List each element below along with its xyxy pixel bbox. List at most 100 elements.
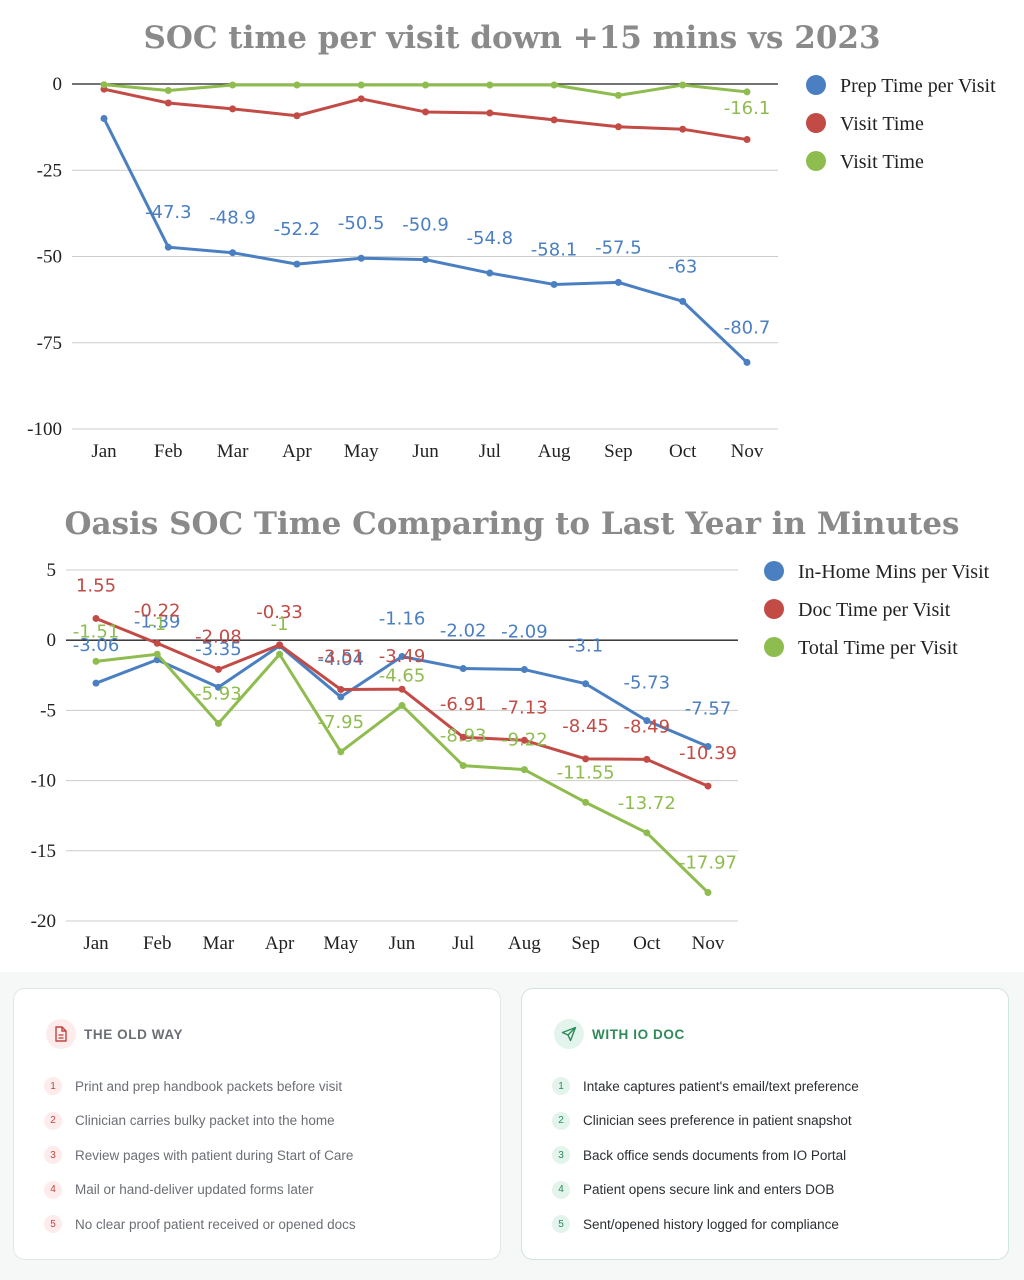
data-label: -8.45 (562, 716, 609, 737)
data-point (743, 358, 751, 366)
chart-oasis-time: 5 0 -5 -10 -15 -20 Jan Feb Mar Apr May Jun Jul Aug Sep… (31, 560, 990, 954)
data-label: 1.55 (76, 575, 116, 596)
data-label: -48.9 (209, 208, 256, 229)
io-doc-card: WITH IO DOC 1 Intake captures patient's e… (521, 988, 1009, 1260)
data-point (550, 116, 558, 124)
data-label: -0.33 (256, 602, 303, 623)
data-point (643, 717, 651, 725)
data-point (704, 782, 712, 790)
data-point (229, 105, 237, 113)
data-point (582, 680, 590, 688)
y-tick-label: -100 (27, 419, 62, 440)
data-point (276, 650, 284, 658)
list-item: 4 Patient opens secure link and enters DO… (552, 1173, 859, 1208)
y-tick-label: 5 (47, 560, 57, 581)
data-point (486, 81, 494, 89)
x-tick-label: Aug (538, 441, 571, 462)
series-2 (100, 81, 751, 99)
data-label: -1 (271, 614, 289, 635)
data-point (520, 666, 528, 674)
legend-visit-time: Visit Time (840, 113, 924, 135)
x-tick-label: Jan (83, 933, 109, 954)
legend-marker (764, 637, 784, 657)
data-point (214, 665, 222, 673)
data-point (164, 87, 172, 95)
data-label: -5.93 (195, 683, 242, 704)
data-label: -80.7 (724, 317, 771, 338)
x-tick-label: Nov (731, 441, 764, 462)
data-point (614, 278, 622, 286)
data-point (704, 742, 712, 750)
list-item: 2 Clinician carries bulky packet into the… (44, 1104, 356, 1139)
data-label: -50.9 (402, 215, 449, 236)
y-tick-label: 0 (47, 630, 57, 651)
data-point (357, 254, 365, 262)
x-tick-label: Jul (479, 441, 501, 462)
old-way-steps: 1 Print and prep handbook packets before … (44, 1069, 356, 1242)
list-item: 3 Review pages with patient during Start … (44, 1138, 356, 1173)
data-point (92, 614, 100, 622)
data-point (92, 657, 100, 665)
data-label: -3.35 (195, 639, 242, 660)
x-tick-label: Feb (154, 441, 183, 462)
chart-2-title: Oasis SOC Time Comparing to Last Year in… (64, 506, 960, 542)
series-0 (100, 115, 751, 366)
data-point (153, 639, 161, 647)
data-label: -3.49 (379, 646, 426, 667)
data-label: -8.49 (624, 716, 671, 737)
data-point (614, 91, 622, 99)
list-item: 1 Print and prep handbook packets before … (44, 1069, 356, 1104)
data-point (743, 136, 751, 144)
x-tick-label: May (323, 933, 358, 954)
data-point (582, 755, 590, 763)
step-text: Clinician carries bulky packet into the … (75, 1113, 335, 1129)
x-tick-label: May (344, 441, 379, 462)
series-1 (100, 85, 751, 144)
list-item: 1 Intake captures patient's email/text pr… (552, 1069, 859, 1104)
data-label: -7.95 (318, 712, 365, 733)
legend-in-home-mins-per-visit: In-Home Mins per Visit (798, 561, 990, 583)
data-label: -1.51 (73, 621, 120, 642)
legend-marker (764, 561, 784, 581)
step-text: Mail or hand-deliver updated forms later (75, 1182, 314, 1198)
data-point (643, 755, 651, 763)
data-point (582, 798, 590, 806)
list-item: 5 Sent/opened history logged for complian… (552, 1207, 859, 1242)
data-point (357, 81, 365, 89)
data-point (422, 256, 429, 264)
step-text: Review pages with patient during Start o… (75, 1147, 354, 1163)
x-tick-label: Oct (633, 933, 661, 954)
step-number: 2 (552, 1111, 570, 1130)
data-label: -2.08 (195, 626, 242, 647)
legend-total-time-per-visit: Total Time per Visit (798, 637, 958, 659)
data-point (520, 736, 528, 744)
y-tick-label: -5 (40, 700, 56, 721)
y-tick-label: -10 (31, 771, 56, 792)
list-item: 2 Clinician sees preference in patient sn… (552, 1104, 859, 1139)
data-label: -6.91 (440, 694, 487, 715)
old-way-title: THE OLD WAY (84, 1026, 184, 1042)
data-label: -4.65 (379, 665, 426, 686)
data-point (337, 748, 345, 756)
data-point (550, 280, 558, 288)
data-label: -54.8 (467, 228, 514, 249)
step-number: 3 (552, 1146, 570, 1165)
step-number: 4 (44, 1180, 62, 1199)
legend-marker (806, 75, 826, 95)
data-label: -3.06 (73, 635, 120, 656)
x-tick-label: Jun (389, 933, 416, 954)
data-point (229, 249, 237, 257)
x-tick-label: Oct (669, 441, 697, 462)
legend-marker (806, 151, 826, 171)
data-point (614, 123, 622, 131)
data-point (293, 112, 301, 120)
data-label: -1.16 (379, 608, 426, 629)
data-point (520, 766, 528, 774)
list-item: 5 No clear proof patient received or open… (44, 1207, 356, 1242)
data-point (293, 260, 301, 268)
legend-prep-time-per-visit: Prep Time per Visit (840, 75, 996, 97)
data-point (398, 701, 406, 709)
data-point (679, 125, 687, 133)
data-label: -57.5 (595, 237, 642, 258)
chart-soc-time: 0 -25 -50 -75 -100 Jan Feb Mar Apr May Jun Jul Aug Se… (27, 74, 996, 462)
